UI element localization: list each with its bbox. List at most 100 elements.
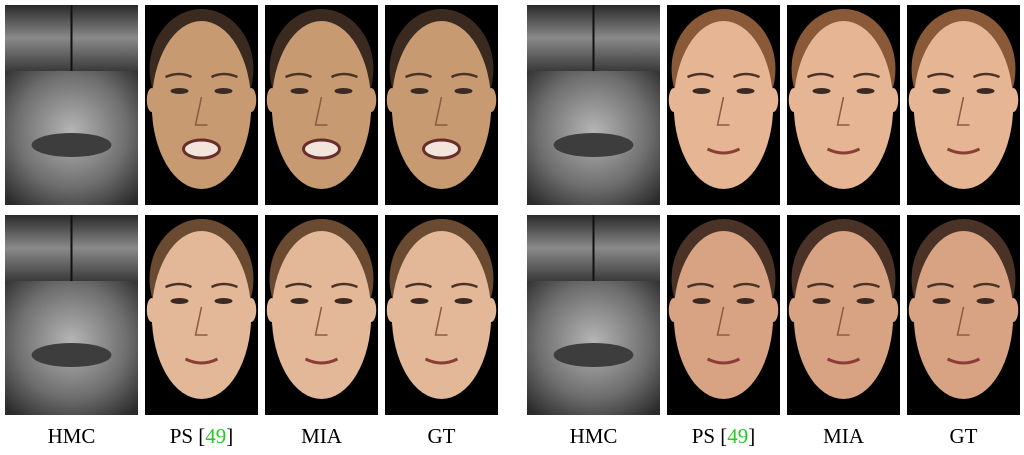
mouth bbox=[422, 138, 461, 160]
eye bbox=[334, 298, 353, 304]
eyebrow bbox=[852, 72, 880, 79]
mouth bbox=[946, 357, 981, 365]
eye bbox=[736, 88, 755, 94]
eye bbox=[170, 88, 189, 94]
hmc-image bbox=[527, 215, 660, 415]
face bbox=[673, 231, 774, 399]
face bbox=[793, 231, 894, 399]
ear bbox=[1008, 88, 1019, 112]
face bbox=[913, 21, 1014, 189]
ear bbox=[908, 88, 919, 112]
label-text: MIA bbox=[301, 424, 342, 448]
column-label: MIA bbox=[787, 424, 900, 449]
face bbox=[391, 21, 492, 189]
eyebrow bbox=[732, 72, 760, 79]
eye bbox=[932, 88, 951, 94]
eye bbox=[736, 298, 755, 304]
citation[interactable]: 49 bbox=[205, 424, 227, 448]
mouth bbox=[706, 357, 741, 365]
hmc-mouth bbox=[31, 343, 112, 367]
face-render bbox=[907, 215, 1020, 415]
ear bbox=[366, 88, 377, 112]
ear bbox=[146, 298, 157, 322]
ear bbox=[768, 298, 779, 322]
mouth bbox=[184, 357, 219, 365]
face bbox=[391, 231, 492, 399]
column-label: GT bbox=[907, 424, 1020, 449]
face bbox=[151, 231, 252, 399]
eye bbox=[812, 88, 831, 94]
eyebrow bbox=[927, 72, 955, 79]
nose bbox=[434, 306, 448, 336]
column-label: HMC bbox=[527, 424, 660, 449]
nose bbox=[836, 96, 850, 126]
eyebrow bbox=[687, 282, 715, 289]
eye bbox=[856, 88, 875, 94]
nose bbox=[716, 96, 730, 126]
ear bbox=[668, 88, 679, 112]
eyebrow bbox=[210, 72, 238, 79]
eye bbox=[410, 88, 429, 94]
eyebrow bbox=[210, 282, 238, 289]
face bbox=[793, 21, 894, 189]
hmc-mouth bbox=[553, 133, 634, 157]
face bbox=[271, 231, 372, 399]
face-render bbox=[265, 215, 378, 415]
mouth bbox=[826, 147, 861, 155]
hmc-mouth bbox=[553, 343, 634, 367]
face-render bbox=[145, 5, 258, 205]
nose bbox=[434, 96, 448, 126]
eye bbox=[454, 88, 473, 94]
eyebrow bbox=[330, 282, 358, 289]
eye bbox=[692, 298, 711, 304]
face-render bbox=[385, 215, 498, 415]
eyebrow bbox=[285, 282, 313, 289]
ear bbox=[788, 88, 799, 112]
eye bbox=[214, 298, 233, 304]
eye bbox=[976, 298, 995, 304]
hmc-mouth bbox=[31, 133, 112, 157]
label-text: MIA bbox=[823, 424, 864, 448]
nose bbox=[314, 306, 328, 336]
ear bbox=[246, 88, 257, 112]
eye bbox=[454, 298, 473, 304]
ear bbox=[768, 88, 779, 112]
label-text: PS [ bbox=[691, 424, 728, 448]
face bbox=[151, 21, 252, 189]
hmc-image bbox=[5, 215, 138, 415]
citation[interactable]: 49 bbox=[727, 424, 749, 448]
face-render bbox=[667, 5, 780, 205]
ear bbox=[386, 88, 397, 112]
nose bbox=[194, 96, 208, 126]
mouth bbox=[182, 138, 221, 160]
mouth bbox=[302, 138, 341, 160]
eyebrow bbox=[732, 282, 760, 289]
ear bbox=[888, 298, 899, 322]
eye bbox=[170, 298, 189, 304]
ear bbox=[386, 298, 397, 322]
nose bbox=[194, 306, 208, 336]
eyebrow bbox=[405, 282, 433, 289]
nose bbox=[836, 306, 850, 336]
label-text: ] bbox=[226, 424, 234, 448]
face bbox=[271, 21, 372, 189]
face-render bbox=[907, 5, 1020, 205]
eyebrow bbox=[927, 282, 955, 289]
column-label: PS [49] bbox=[145, 424, 258, 449]
eyebrow bbox=[165, 72, 193, 79]
column-label: HMC bbox=[5, 424, 138, 449]
eyebrow bbox=[807, 72, 835, 79]
label-text: ] bbox=[748, 424, 756, 448]
ear bbox=[266, 298, 277, 322]
ear bbox=[1008, 298, 1019, 322]
face-render bbox=[385, 5, 498, 205]
eyebrow bbox=[450, 282, 478, 289]
nose bbox=[716, 306, 730, 336]
nose bbox=[956, 306, 970, 336]
column-label: GT bbox=[385, 424, 498, 449]
eyebrow bbox=[165, 282, 193, 289]
label-text: HMC bbox=[569, 424, 618, 448]
mouth bbox=[826, 357, 861, 365]
column-label: PS [49] bbox=[667, 424, 780, 449]
